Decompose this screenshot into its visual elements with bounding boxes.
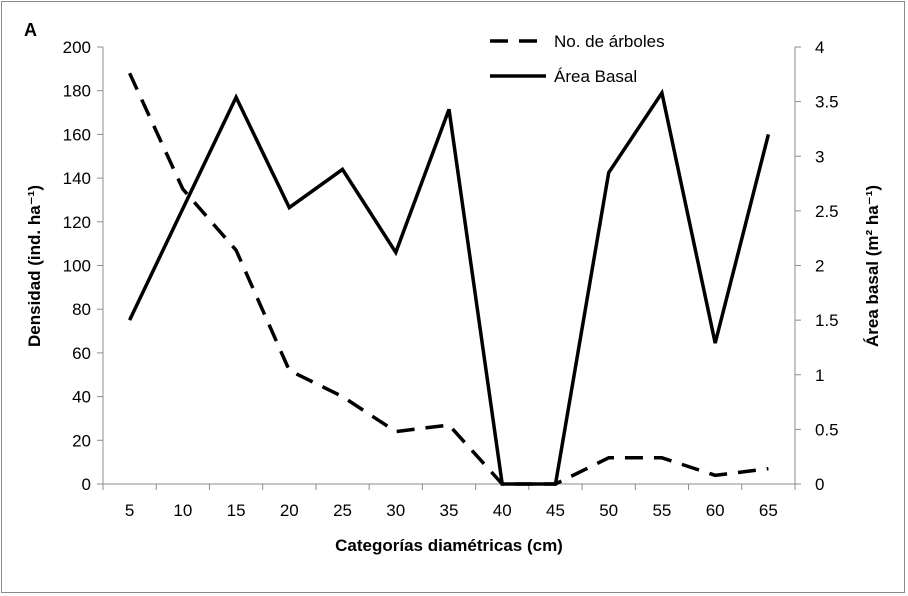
series-line-area-basal [128,88,771,486]
y-tick-right-label: 0.5 [815,420,839,439]
y-tick-left-label: 40 [72,388,91,407]
panel-label: A [24,20,37,40]
y-tick-left-label: 80 [72,300,91,319]
x-tick-label: 50 [599,501,618,520]
y-tick-left-label: 200 [63,38,91,57]
y-tick-left-label: 120 [63,213,91,232]
x-tick-label: 60 [706,501,725,520]
x-tick-label: 35 [440,501,459,520]
y-tick-left-label: 180 [63,82,91,101]
x-tick-label: 10 [173,501,192,520]
y-tick-right-label: 4 [815,38,824,57]
x-tick-label: 5 [125,501,134,520]
x-tick-label: 15 [227,501,246,520]
y-tick-right-label: 2.5 [815,202,839,221]
x-tick-label: 40 [493,501,512,520]
x-tick-label: 45 [546,501,565,520]
legend: No. de árboles Área Basal [490,32,665,86]
y-tick-left-label: 0 [82,475,91,494]
legend-label: No. de árboles [554,32,665,51]
y-tick-right-label: 1.5 [815,311,839,330]
x-tick-label: 65 [759,501,778,520]
y-axis-title-left: Densidad (ind. ha⁻¹) [25,185,44,347]
y-tick-left-label: 20 [72,431,91,450]
y-tick-right-label: 0 [815,475,824,494]
x-tick-label: 30 [386,501,405,520]
x-tick-label: 55 [652,501,671,520]
series-line-no-de-arboles [128,72,769,486]
x-tick-label: 20 [280,501,299,520]
y-tick-left-label: 140 [63,169,91,188]
y-tick-left-label: 60 [72,344,91,363]
x-tick-label: 25 [333,501,352,520]
y-tick-right-label: 2 [815,257,824,276]
y-tick-right-label: 3 [815,147,824,166]
x-axis-title: Categorías diamétricas (cm) [335,536,563,555]
y-tick-left-label: 100 [63,257,91,276]
y-tick-right-label: 1 [815,366,824,385]
legend-label: Área Basal [554,67,637,86]
y-tick-right-label: 3.5 [815,93,839,112]
y-tick-left-label: 160 [63,125,91,144]
y-axis-title-right: Área basal (m² ha⁻¹) [863,185,882,347]
